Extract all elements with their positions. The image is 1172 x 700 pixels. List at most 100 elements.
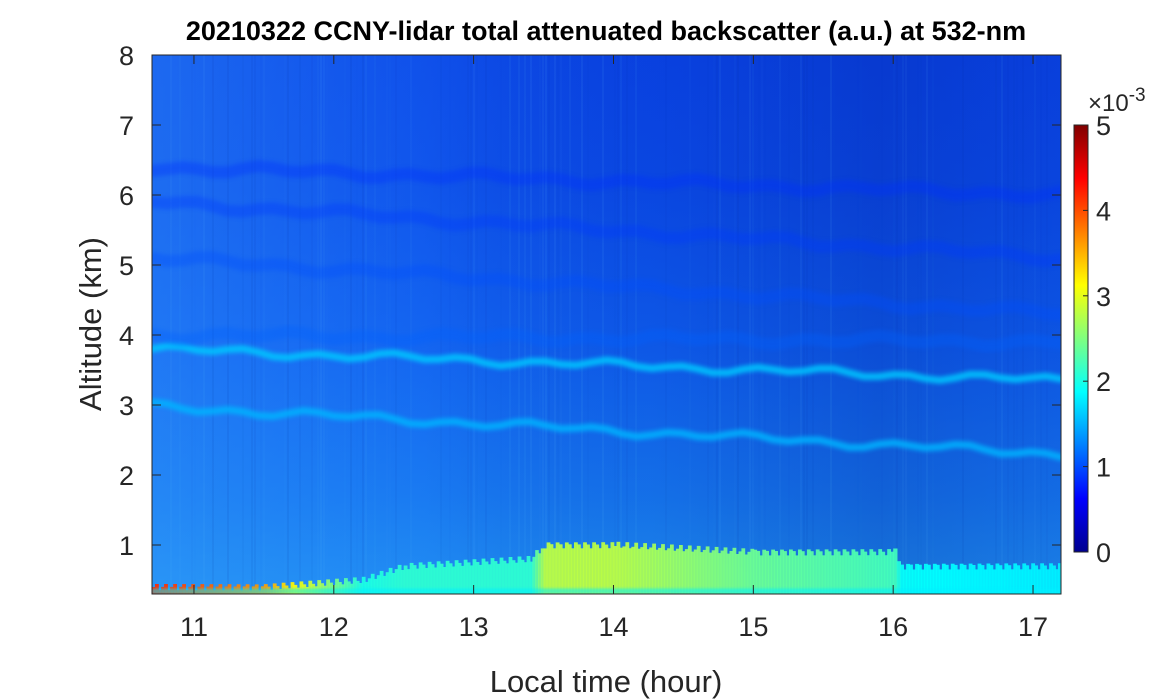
boundary-layer-column xyxy=(845,551,850,594)
boundary-layer-column xyxy=(299,581,304,594)
boundary-layer-column xyxy=(696,545,701,594)
boundary-layer-column xyxy=(941,563,946,594)
texture-streak xyxy=(830,55,832,594)
colorbar-tick-label: 5 xyxy=(1096,111,1111,141)
boundary-layer-column xyxy=(824,549,829,594)
boundary-layer-column xyxy=(977,563,982,594)
texture-streak xyxy=(908,55,910,594)
texture-streak xyxy=(803,55,805,594)
boundary-layer xyxy=(152,541,1061,594)
texture-streak xyxy=(962,55,964,594)
texture-streak xyxy=(581,55,583,594)
boundary-layer-column xyxy=(490,558,495,594)
texture-streak xyxy=(509,55,511,594)
boundary-layer-column xyxy=(400,570,405,594)
x-tick-label: 17 xyxy=(1018,612,1048,642)
boundary-layer-column xyxy=(803,555,808,594)
boundary-layer-column xyxy=(965,569,970,594)
boundary-layer-column xyxy=(574,542,578,594)
boundary-layer-column xyxy=(681,551,686,594)
texture-streak xyxy=(926,55,928,594)
boundary-layer-column xyxy=(1046,569,1050,594)
boundary-layer-column xyxy=(992,569,997,594)
x-tick-label: 15 xyxy=(738,612,768,642)
boundary-layer-column xyxy=(1028,569,1032,594)
boundary-layer-column xyxy=(427,561,432,594)
texture-streak xyxy=(470,55,472,594)
boundary-layer-column xyxy=(875,555,880,594)
texture-streak xyxy=(1022,55,1024,594)
boundary-layer-column xyxy=(388,567,393,594)
boundary-layer-column xyxy=(927,564,931,594)
boundary-layer-column xyxy=(616,541,621,594)
boundary-layer-column xyxy=(344,578,348,594)
boundary-layer-column xyxy=(962,564,967,594)
boundary-layer-column xyxy=(370,573,375,594)
boundary-layer-column xyxy=(637,548,642,594)
texture-streak xyxy=(254,55,256,594)
boundary-layer-column xyxy=(839,555,844,594)
y-tick-label: 8 xyxy=(119,41,134,71)
boundary-layer-column xyxy=(884,555,889,594)
boundary-layer-column xyxy=(499,557,504,594)
plot-time-shading xyxy=(152,55,1061,594)
texture-streak xyxy=(449,55,451,594)
aerosol-layers xyxy=(152,160,1061,461)
y-tick-label: 2 xyxy=(119,461,134,491)
texture-streak xyxy=(179,55,181,594)
boundary-layer-column xyxy=(610,542,615,594)
texture-streak xyxy=(620,55,622,594)
texture-streak xyxy=(542,55,544,594)
texture-streak xyxy=(995,55,997,594)
boundary-layer-column xyxy=(379,570,384,594)
boundary-layer-column xyxy=(577,544,581,594)
boundary-layer-column xyxy=(714,546,719,594)
y-tick-label: 1 xyxy=(119,531,134,561)
boundary-layer-column xyxy=(726,553,731,594)
texture-streak xyxy=(764,55,766,594)
boundary-layer-column xyxy=(586,544,590,594)
texture-streak xyxy=(365,55,367,594)
boundary-layer-column xyxy=(373,578,378,594)
boundary-layer-column xyxy=(830,555,835,594)
boundary-layer-column xyxy=(780,549,784,594)
boundary-layer-column xyxy=(308,580,313,594)
boundary-layer-column xyxy=(385,572,390,594)
boundary-layer-column xyxy=(580,548,584,594)
colorbar-tick-label: 0 xyxy=(1096,538,1111,568)
boundary-layer-column xyxy=(472,559,477,594)
boundary-layer-column xyxy=(540,548,545,594)
texture-streak xyxy=(389,55,391,594)
boundary-layer-column xyxy=(628,548,633,594)
boundary-layer-column xyxy=(517,556,522,594)
boundary-layer-column xyxy=(693,549,698,594)
texture-streak xyxy=(860,55,862,594)
texture-streak xyxy=(800,55,802,594)
boundary-layer-column xyxy=(1025,565,1030,594)
texture-streak xyxy=(311,55,313,594)
boundary-layer-column xyxy=(646,549,650,594)
boundary-layer-column xyxy=(717,553,722,594)
boundary-layer-column xyxy=(496,563,501,594)
texture-streak xyxy=(557,55,559,594)
boundary-layer-column xyxy=(529,561,534,594)
vertical-streaks xyxy=(170,55,1036,594)
boundary-layer-column xyxy=(815,549,820,594)
boundary-layer-column xyxy=(893,548,898,594)
boundary-layer-column xyxy=(424,568,429,594)
boundary-layer-column xyxy=(403,565,408,594)
boundary-layer-column xyxy=(502,560,507,594)
boundary-layer-column xyxy=(705,546,710,594)
boundary-layer-column xyxy=(361,576,366,594)
boundary-layer-column xyxy=(412,565,417,594)
texture-streak xyxy=(320,55,322,594)
boundary-layer-column xyxy=(448,563,453,594)
boundary-layer-column xyxy=(607,548,612,594)
boundary-layer-column xyxy=(508,557,513,594)
plot-area xyxy=(152,55,1061,594)
x-axis-ticks: 11 12 13 14 15 16 17 xyxy=(180,55,1048,642)
texture-streak xyxy=(587,55,589,594)
texture-streak xyxy=(326,55,328,594)
boundary-layer-column xyxy=(821,555,826,594)
